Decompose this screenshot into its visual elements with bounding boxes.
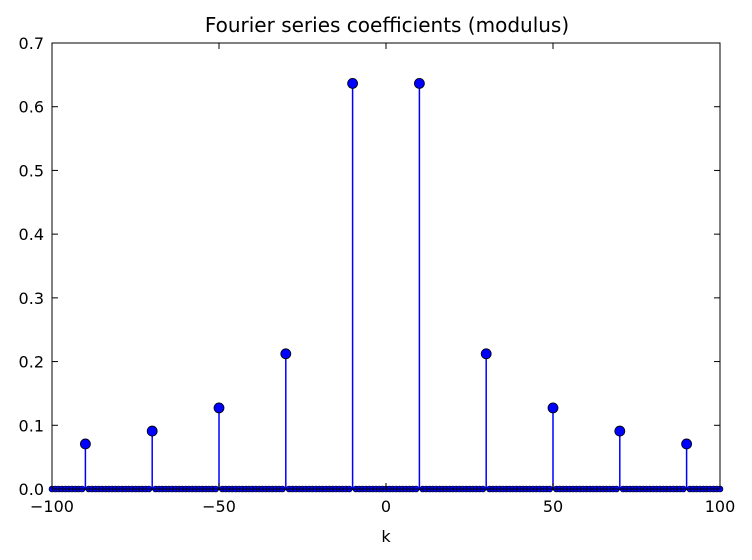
y-tick-label: 0.1 (19, 416, 44, 435)
x-tick-label: −100 (30, 497, 74, 516)
y-tick-label: 0.5 (19, 161, 44, 180)
axis-ticks: −100 −50 0 50 100 0.0 0.1 0.2 0.3 0.4 0.5 0.6 0.7 (19, 34, 736, 516)
stem-marker (146, 425, 158, 437)
y-tick-label: 0.3 (19, 289, 44, 308)
stem-marker (413, 77, 425, 89)
stem-marker (80, 438, 91, 450)
stem-marker (347, 77, 359, 89)
stem-marker (681, 438, 692, 450)
y-tick-label: 0.2 (19, 353, 44, 372)
stem-marker (213, 402, 225, 414)
y-tick-label: 0.7 (19, 34, 44, 53)
stem-marker (280, 348, 292, 360)
y-tick-label: 0.0 (19, 480, 44, 499)
x-axis-label: k (381, 527, 391, 546)
stem-marker (547, 402, 559, 414)
x-tick-label: 0 (381, 497, 391, 516)
chart-title: Fourier series coefficients (modulus) (205, 13, 569, 37)
x-tick-label: −50 (202, 497, 236, 516)
y-tick-label: 0.4 (19, 225, 44, 244)
x-tick-label: 100 (705, 497, 736, 516)
y-tick-label: 0.6 (19, 98, 44, 117)
stem-marker (614, 425, 626, 437)
x-tick-label: 50 (543, 497, 563, 516)
plot-area (48, 77, 724, 493)
plot-frame (51, 42, 721, 490)
stem-marker (480, 348, 492, 360)
